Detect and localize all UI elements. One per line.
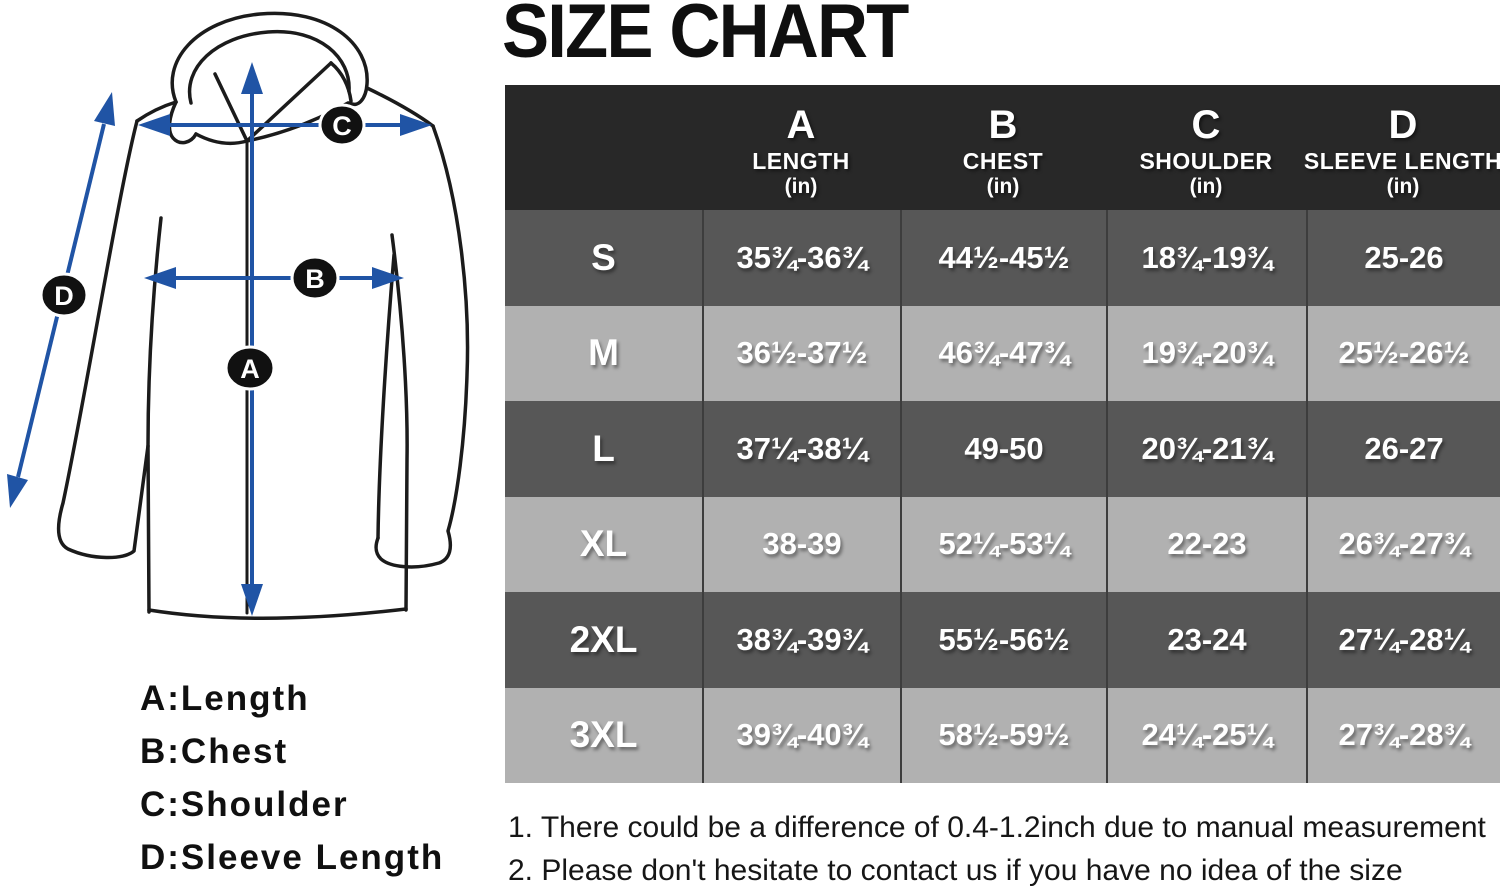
header-sleeve-length-column: D SLEEVE LENGTH (in) <box>1303 85 1500 210</box>
sleeve-length-cell: 25-26 <box>1306 210 1500 306</box>
header-letter: A <box>786 102 816 147</box>
sleeve-length-cell: 27¼-28¼ <box>1306 592 1500 688</box>
badge-d: D <box>39 272 89 318</box>
chest-arrow <box>144 267 404 289</box>
header-shoulder-column: C SHOULDER (in) <box>1106 85 1306 210</box>
legend-length: A:Length <box>140 679 310 718</box>
shoulder-cell: 20¾-21¾ <box>1106 401 1306 497</box>
legend-chest: B:Chest <box>140 732 289 771</box>
table-row: M 36½-37½ 46¾-47¾ 19¾-20¾ 25½-26½ <box>505 305 1500 401</box>
length-cell: 35¾-36¾ <box>702 210 900 306</box>
badge-a-letter: A <box>240 354 260 384</box>
badge-b: B <box>290 255 340 301</box>
header-letter: D <box>1388 102 1418 147</box>
header-name: LENGTH <box>752 147 850 174</box>
chest-cell: 49-50 <box>900 401 1106 497</box>
chest-cell: 52¼-53¼ <box>900 496 1106 592</box>
table-row: L 37¼-38¼ 49-50 20¾-21¾ 26-27 <box>505 401 1500 497</box>
shoulder-arrow <box>138 114 432 136</box>
chest-cell: 46¾-47¾ <box>900 305 1106 401</box>
jacket-outline <box>56 11 470 620</box>
table-row: 2XL 38¾-39¾ 55½-56½ 23-24 27¼-28¼ <box>505 592 1500 688</box>
badge-b-letter: B <box>305 264 325 294</box>
shoulder-cell: 18¾-19¾ <box>1106 210 1306 306</box>
legend-sleeve-length: D:Sleeve Length <box>140 838 445 877</box>
size-cell: S <box>591 236 616 278</box>
header-unit: (in) <box>986 174 1020 198</box>
size-cell: 3XL <box>569 714 638 756</box>
header-size-column <box>505 85 702 210</box>
size-cell: 2XL <box>569 618 638 660</box>
size-cell: M <box>588 332 619 374</box>
badge-c: C <box>318 103 366 147</box>
length-arrow <box>241 62 263 616</box>
sleeve-length-cell: 25½-26½ <box>1306 305 1500 401</box>
measurement-legend: A:Length B:Chest C:Shoulder D:Sleeve Len… <box>140 672 444 884</box>
table-body: S 35¾-36¾ 44½-45½ 18¾-19¾ 25-26 M 36½-37… <box>505 210 1500 783</box>
header-unit: (in) <box>784 174 818 198</box>
header-name: SLEEVE LENGTH <box>1303 147 1500 174</box>
header-name: SHOULDER <box>1139 147 1273 174</box>
header-length-column: A LENGTH (in) <box>702 85 900 210</box>
header-name: CHEST <box>962 147 1044 174</box>
header-unit: (in) <box>1386 174 1420 198</box>
sleeve-length-cell: 26-27 <box>1306 401 1500 497</box>
arrow-badges: C B A D <box>39 103 366 391</box>
badge-c-letter: C <box>332 111 352 141</box>
length-cell: 39¾-40¾ <box>702 687 900 783</box>
chest-cell: 55½-56½ <box>900 592 1106 688</box>
length-cell: 38¾-39¾ <box>702 592 900 688</box>
size-cell: XL <box>579 523 628 565</box>
legend-shoulder: C:Shoulder <box>140 785 349 824</box>
chest-cell: 58½-59½ <box>900 687 1106 783</box>
length-cell: 38-39 <box>702 496 900 592</box>
badge-d-letter: D <box>54 281 74 311</box>
size-table: A LENGTH (in) B CHEST (in) C SHOULDER (i… <box>505 85 1500 783</box>
footnote-contact: 2. Please don't hesitate to contact us i… <box>508 854 1403 887</box>
page-title: SIZE CHART <box>502 0 909 74</box>
shoulder-cell: 24¼-25¼ <box>1106 687 1306 783</box>
footnote-measurement: 1. There could be a difference of 0.4-1.… <box>508 811 1486 844</box>
table-row: S 35¾-36¾ 44½-45½ 18¾-19¾ 25-26 <box>505 210 1500 306</box>
header-chest-column: B CHEST (in) <box>900 85 1106 210</box>
jacket-measurement-diagram: C B A D <box>7 11 470 620</box>
header-letter: C <box>1191 102 1221 147</box>
length-cell: 36½-37½ <box>702 305 900 401</box>
shoulder-cell: 22-23 <box>1106 496 1306 592</box>
shoulder-cell: 23-24 <box>1106 592 1306 688</box>
header-unit: (in) <box>1189 174 1223 198</box>
size-cell: L <box>592 427 615 469</box>
header-letter: B <box>988 102 1018 147</box>
length-cell: 37¼-38¼ <box>702 401 900 497</box>
measurement-arrows <box>7 62 432 616</box>
shoulder-cell: 19¾-20¾ <box>1106 305 1306 401</box>
sleeve-length-cell: 27¾-28¾ <box>1306 687 1500 783</box>
table-header: A LENGTH (in) B CHEST (in) C SHOULDER (i… <box>505 85 1500 210</box>
badge-a: A <box>224 345 276 391</box>
table-row: 3XL 39¾-40¾ 58½-59½ 24¼-25¼ 27¾-28¾ <box>505 687 1500 783</box>
footnotes: 1. There could be a difference of 0.4-1.… <box>508 806 1486 891</box>
table-row: XL 38-39 52¼-53¼ 22-23 26¾-27¾ <box>505 496 1500 592</box>
chest-cell: 44½-45½ <box>900 210 1106 306</box>
sleeve-length-cell: 26¾-27¾ <box>1306 496 1500 592</box>
